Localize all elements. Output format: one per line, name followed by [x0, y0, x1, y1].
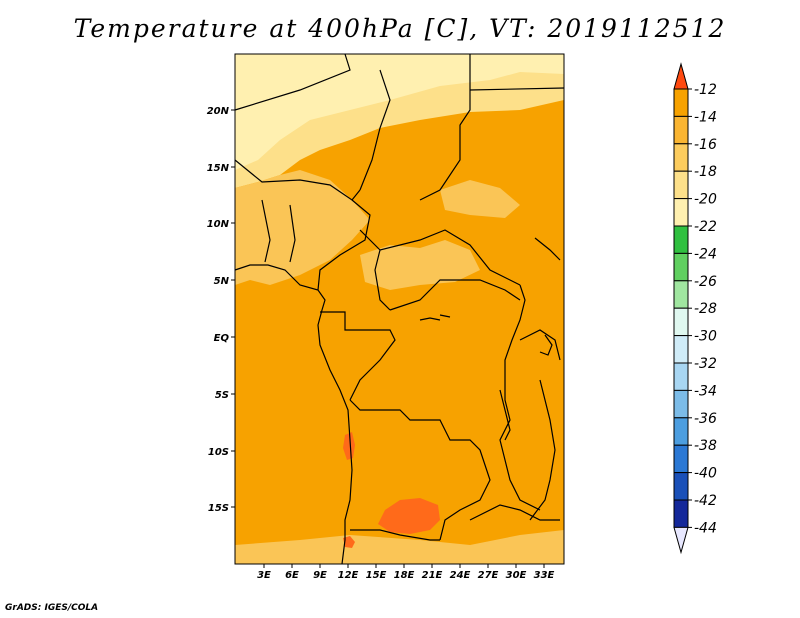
colorbar-segment — [673, 198, 689, 227]
colorbar-segment — [673, 115, 689, 145]
temperature-field-dark-patch-small — [343, 536, 355, 548]
border-east-d — [534, 237, 561, 261]
longitude-axis: 3E 6E 9E 12E 15E 18E 21E 24E 27E 30E 33E — [257, 564, 555, 581]
border-east-b — [529, 379, 556, 521]
lat-tick-label: 5N — [214, 276, 230, 287]
colorbar-segment — [673, 225, 689, 254]
lon-tick-label: 33E — [534, 570, 555, 581]
colorbar-label: -38 — [694, 438, 717, 454]
colorbar-segment — [673, 170, 689, 200]
colorbar-label: -42 — [694, 493, 717, 509]
temperature-field-dark-patch-coast — [343, 432, 355, 460]
lat-tick-label: 10S — [208, 447, 229, 458]
border-central-c — [379, 229, 521, 286]
colorbar-label: -16 — [694, 137, 717, 153]
lat-tick-label: 15S — [208, 503, 229, 514]
colorbar-segment — [673, 335, 689, 364]
colorbar-segment — [673, 252, 689, 282]
lat-tick-label: 5S — [215, 390, 229, 401]
temperature-field-light-central — [360, 240, 480, 290]
border-north-c — [419, 54, 471, 201]
colorbar-segment — [673, 280, 689, 309]
border-north-b — [359, 69, 391, 191]
map-panel — [234, 53, 565, 565]
border-west-c — [289, 204, 296, 263]
colorbar-segment — [673, 88, 689, 117]
colorbar-label: -28 — [694, 301, 717, 317]
border-east-c — [469, 504, 560, 521]
colorbar-label: -24 — [694, 246, 717, 262]
colorbar-segment — [673, 143, 689, 172]
border-central-b — [359, 229, 391, 311]
africa-west-coastline — [234, 264, 353, 565]
colorbar-label: -40 — [694, 466, 717, 482]
colorbar-segment — [673, 362, 689, 391]
chart-title: Temperature at 400hPa [C], VT: 201911251… — [73, 14, 727, 43]
lon-tick-label: 9E — [313, 570, 327, 581]
lake-3 — [499, 389, 511, 441]
colorbar-segment — [673, 499, 689, 528]
colorbar-label: -30 — [694, 329, 717, 345]
colorbar-label: -20 — [694, 192, 717, 208]
colorbar-segment — [673, 389, 689, 419]
border-angola-south — [350, 529, 440, 541]
lon-tick-label: 24E — [450, 570, 471, 581]
colorbar-label: -12 — [694, 82, 717, 98]
colorbar-label: -32 — [694, 356, 717, 372]
colorbar-segment — [673, 444, 689, 474]
lat-tick-label: EQ — [214, 333, 230, 344]
border-central-d — [389, 279, 521, 311]
map-frame — [234, 53, 565, 565]
temperature-field-dark-patch-south — [378, 498, 440, 534]
colorbar-segment — [673, 307, 689, 337]
lat-tick-label: 20N — [207, 106, 230, 117]
colorbar-label: -36 — [694, 411, 717, 427]
lon-tick-label: 18E — [394, 570, 415, 581]
colorbar-label: -18 — [694, 164, 717, 180]
colorbar: -12 -14 -16 -18 -20 -22 -24 -26 -28 -30 -32 -34 -36 -… — [673, 62, 717, 555]
border-north-a — [234, 53, 351, 111]
lat-tick-label: 10N — [207, 219, 230, 230]
lon-tick-label: 30E — [506, 570, 527, 581]
colorbar-label: -34 — [694, 383, 717, 399]
border-central-a — [317, 199, 371, 291]
colorbar-label: -22 — [694, 219, 717, 235]
border-congo-a — [320, 311, 396, 401]
lake-1 — [419, 317, 441, 321]
latitude-axis: 20N 15N 10N 5N EQ 5S 10S 15S — [207, 106, 235, 514]
border-congo-b — [349, 399, 491, 541]
lon-tick-label: 21E — [422, 570, 443, 581]
lon-tick-label: 12E — [338, 570, 359, 581]
colorbar-segment — [673, 472, 689, 501]
coastlines-and-borders — [234, 53, 565, 565]
temperature-field-light-east — [440, 180, 520, 218]
lon-tick-label: 6E — [285, 570, 299, 581]
lon-tick-label: 3E — [257, 570, 271, 581]
border-central-e — [499, 284, 541, 511]
lat-tick-label: 15N — [207, 163, 230, 174]
border-east-a — [519, 329, 561, 361]
lake-2 — [439, 314, 451, 318]
lon-tick-label: 27E — [478, 570, 499, 581]
colorbar-top-arrow — [673, 62, 689, 90]
colorbar-label: -26 — [694, 274, 717, 290]
lake-4 — [539, 334, 553, 356]
colorbar-bottom-arrow — [673, 526, 689, 555]
colorbar-label: -44 — [694, 520, 717, 536]
lon-tick-label: 15E — [366, 570, 387, 581]
colorbar-segment — [673, 417, 689, 446]
border-north-d — [469, 87, 565, 91]
grads-credit: GrADS: IGES/COLA — [5, 603, 99, 613]
temperature-field-light-south-strip — [235, 530, 564, 564]
border-west-b — [261, 199, 271, 263]
colorbar-label: -14 — [694, 109, 717, 125]
temperature-field-light-west — [235, 170, 370, 285]
border-west-a — [234, 159, 361, 201]
